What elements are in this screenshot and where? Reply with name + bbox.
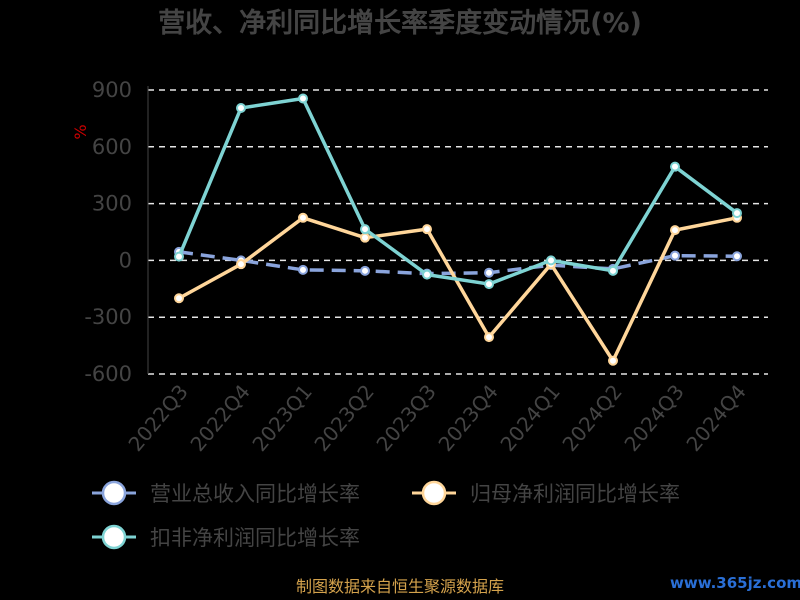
- data-point: [298, 212, 308, 223]
- data-point: [670, 161, 680, 172]
- data-point: [732, 251, 742, 262]
- data-point: [484, 267, 494, 278]
- data-point: [670, 250, 680, 261]
- legend-marker: [421, 480, 447, 506]
- legend-label: 营业总收入同比增长率: [150, 482, 360, 506]
- data-point: [298, 264, 308, 275]
- data-source: 制图数据来自恒生聚源数据库: [296, 577, 504, 596]
- series-group: [174, 93, 742, 366]
- data-point: [484, 332, 494, 343]
- chart-title: 营收、净利同比增长率季度变动情况(%): [158, 7, 642, 39]
- data-point: [298, 93, 308, 104]
- series-line-2: [178, 216, 738, 363]
- legend-marker: [101, 524, 127, 550]
- y-tick-label: -600: [84, 362, 132, 386]
- data-point: [422, 224, 432, 235]
- x-tick-label: 2023Q3: [371, 380, 440, 456]
- data-point: [360, 265, 370, 276]
- x-tick-label: 2022Q3: [123, 380, 192, 456]
- x-tick-label: 2022Q4: [185, 380, 254, 456]
- data-point: [360, 224, 370, 235]
- y-tick-label: 300: [92, 192, 132, 216]
- data-point: [422, 269, 432, 280]
- x-tick-label: 2024Q2: [557, 380, 626, 456]
- y-tick-label: 600: [92, 135, 132, 159]
- series-line-3: [177, 96, 739, 286]
- y-tick-label: 0: [119, 248, 132, 272]
- data-point: [174, 251, 184, 262]
- x-tick-labels: 2022Q32022Q42023Q12023Q22023Q32023Q42024…: [123, 380, 750, 456]
- x-tick-label: 2023Q4: [433, 380, 502, 456]
- data-point: [608, 355, 618, 366]
- data-point: [236, 259, 246, 270]
- x-tick-label: 2023Q2: [309, 380, 378, 456]
- legend-marker: [101, 480, 127, 506]
- data-point: [236, 102, 246, 113]
- legend-label: 归母净利润同比增长率: [470, 482, 680, 506]
- data-point: [732, 208, 742, 219]
- legend-label: 扣非净利润同比增长率: [150, 526, 360, 550]
- x-tick-label: 2024Q1: [495, 380, 564, 456]
- y-tick-labels: 900 600 300 0 -300 -600: [84, 78, 132, 386]
- y-tick-label: 900: [92, 78, 132, 102]
- data-point: [546, 255, 556, 266]
- y-axis-unit: %: [71, 124, 90, 139]
- x-tick-label: 2024Q3: [619, 380, 688, 456]
- x-tick-label: 2024Q4: [681, 380, 750, 456]
- x-tick-label: 2023Q1: [247, 380, 316, 456]
- data-point: [670, 225, 680, 236]
- data-point: [360, 232, 370, 243]
- data-point: [484, 279, 494, 290]
- watermark: www.365jz.com: [670, 574, 800, 592]
- y-tick-label: -300: [84, 305, 132, 329]
- data-point: [174, 293, 184, 304]
- data-point: [608, 265, 618, 276]
- series-line-1: [178, 250, 738, 276]
